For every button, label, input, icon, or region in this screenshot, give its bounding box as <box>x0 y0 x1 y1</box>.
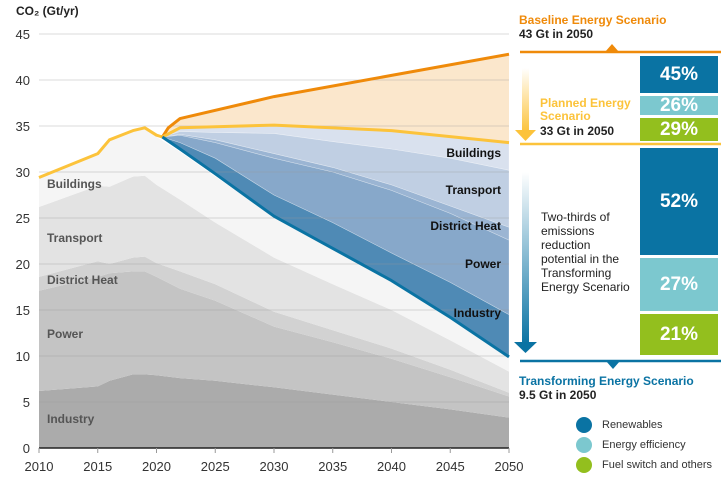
planned-share-box: 26% <box>640 95 718 116</box>
baseline-gap-area <box>162 54 509 143</box>
reduction-label-district-heat: District Heat <box>430 219 501 233</box>
line-transforming-energy-scenario <box>161 135 510 359</box>
legend-label: Energy efficiency <box>602 439 686 451</box>
stack-label-buildings: Buildings <box>47 177 102 191</box>
planned-arrow-shaft <box>522 68 529 132</box>
x-tick-label: 2050 <box>495 459 524 474</box>
reduction-note: Two-thirds of emissions reduction potent… <box>541 210 630 294</box>
baseline-value: 43 Gt in 2050 <box>519 27 594 41</box>
reduction-district-heat <box>162 133 510 241</box>
transforming-title: Transforming Energy Scenario <box>519 374 694 388</box>
reduction-label-transport: Transport <box>445 183 501 197</box>
x-tick-label: 2025 <box>201 459 230 474</box>
x-tick-label: 2035 <box>318 459 347 474</box>
line-planned-energy-scenario <box>161 123 510 145</box>
area-industry <box>39 374 509 448</box>
reduction-transport <box>162 131 510 228</box>
stack-label-district-heat: District Heat <box>47 273 118 287</box>
transforming-arrow-shaft <box>522 172 529 344</box>
legend-swatch-icon <box>576 457 592 473</box>
baseline-title: Baseline Energy Scenario <box>519 13 667 27</box>
baseline-marker-icon <box>605 44 619 52</box>
legend-item: Renewables <box>576 417 663 433</box>
y-tick-label: 10 <box>16 349 30 364</box>
y-axis-label: CO₂ (Gt/yr) <box>16 4 79 18</box>
x-tick-label: 2015 <box>83 459 112 474</box>
line-baseline-energy-scenario <box>161 52 510 138</box>
y-tick-label: 30 <box>16 165 30 180</box>
legend-item: Fuel switch and others <box>576 457 712 473</box>
area-transport <box>39 175 509 393</box>
stack-label-power: Power <box>47 327 84 341</box>
planned-value: 33 Gt in 2050 <box>540 124 615 138</box>
legend-swatch-icon <box>576 417 592 433</box>
transforming-share-box: 21% <box>640 314 718 355</box>
y-tick-label: 40 <box>16 73 30 88</box>
transforming-marker-icon <box>606 361 620 369</box>
area-power <box>39 271 509 418</box>
y-tick-label: 5 <box>23 395 30 410</box>
stack-label-transport: Transport <box>47 231 103 245</box>
transforming-share-box: 27% <box>640 258 718 311</box>
planned-arrow-icon <box>515 130 536 141</box>
transforming-arrow-icon <box>514 342 537 353</box>
legend-label: Renewables <box>602 419 663 431</box>
y-tick-label: 35 <box>16 119 30 134</box>
transforming-share-box: 52% <box>640 148 718 255</box>
y-tick-label: 20 <box>16 257 30 272</box>
y-tick-label: 15 <box>16 303 30 318</box>
y-tick-label: 0 <box>23 441 30 456</box>
reduction-label-industry: Industry <box>453 306 501 320</box>
legend-swatch-icon <box>576 437 592 453</box>
transforming-value: 9.5 Gt in 2050 <box>519 388 597 402</box>
x-tick-label: 2045 <box>436 459 465 474</box>
planned-title: Planned Energy Scenario <box>540 96 631 123</box>
area-buildings <box>39 127 509 372</box>
legend-item: Energy efficiency <box>576 437 686 453</box>
x-tick-label: 2030 <box>260 459 289 474</box>
y-tick-label: 45 <box>16 27 30 42</box>
x-tick-label: 2020 <box>142 459 171 474</box>
x-tick-label: 2010 <box>25 459 54 474</box>
legend-label: Fuel switch and others <box>602 459 713 471</box>
x-tick-label: 2040 <box>377 459 406 474</box>
line-historic <box>38 126 163 179</box>
area-district-heat <box>39 256 509 397</box>
y-tick-label: 25 <box>16 211 30 226</box>
planned-share-box: 45% <box>640 56 718 93</box>
reduction-label-power: Power <box>464 257 501 271</box>
stack-label-industry: Industry <box>47 412 95 426</box>
planned-share-box: 29% <box>640 118 718 141</box>
reduction-label-buildings: Buildings <box>446 146 501 160</box>
